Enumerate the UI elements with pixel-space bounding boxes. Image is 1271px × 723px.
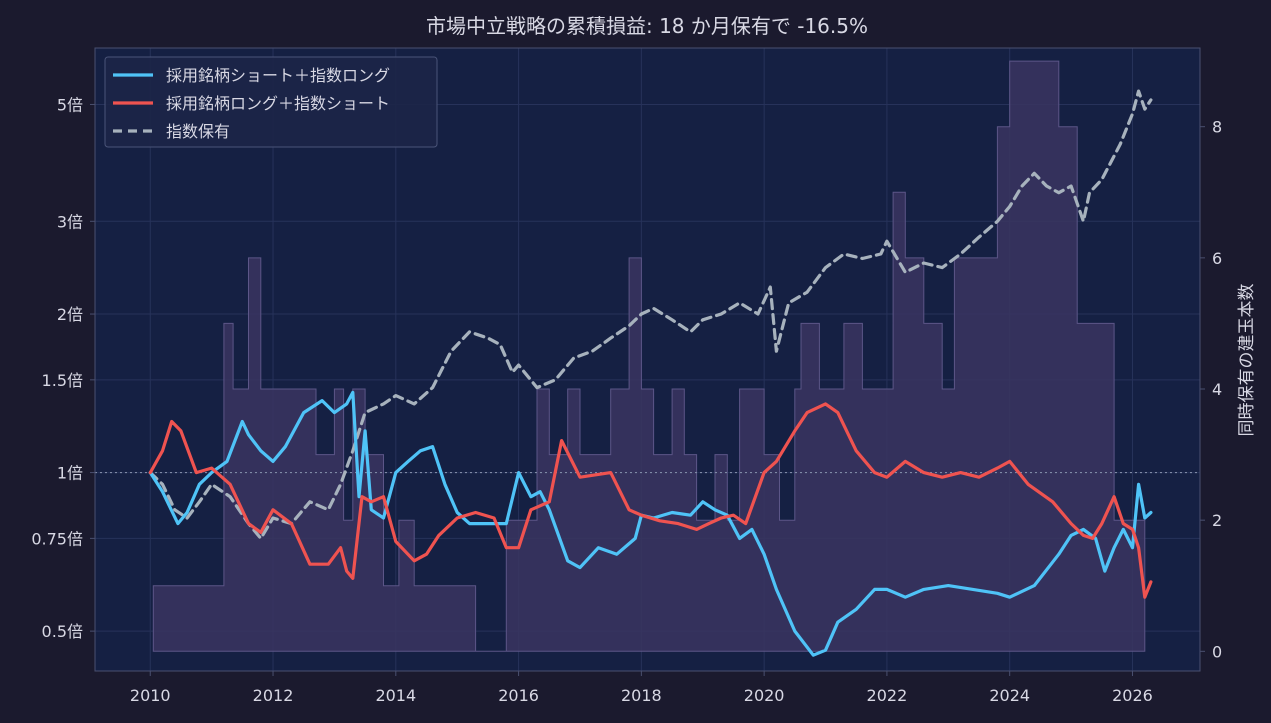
plot-frame — [94, 47, 1201, 672]
x-tick-label: 2024 — [989, 686, 1030, 705]
y2-tick-label: 6 — [1212, 249, 1222, 268]
y2-tick-label: 2 — [1212, 511, 1222, 530]
x-tick-label: 2012 — [253, 686, 294, 705]
holdings-area — [152, 60, 1146, 652]
y-tick-label: 5倍 — [57, 95, 83, 114]
x-tick-label: 2022 — [867, 686, 908, 705]
legend-label: 指数保有 — [166, 122, 230, 141]
chart-title: 市場中立戦略の累積損益: 18 か月保有で -16.5% — [426, 14, 868, 38]
y-tick-label: 0.5倍 — [42, 622, 83, 641]
legend-box — [104, 56, 438, 148]
x-tick-label: 2010 — [130, 686, 171, 705]
y-axis-right: 0 2 4 6 8 — [1200, 118, 1222, 661]
y2-tick-label: 4 — [1212, 380, 1222, 399]
y2-tick-label: 8 — [1212, 118, 1222, 137]
y2-tick-label: 0 — [1212, 642, 1222, 661]
series-layer — [148, 89, 1153, 657]
y-tick-label: 2倍 — [57, 305, 83, 324]
legend-label: 採用銘柄ショート＋指数ロング — [166, 66, 390, 85]
y-tick-label: 1.5倍 — [42, 371, 83, 390]
x-tick-label: 2026 — [1112, 686, 1153, 705]
x-axis: 2010 2012 2014 2016 2018 2020 2022 2024 2026 — [130, 671, 1153, 705]
y-tick-label: 1倍 — [57, 464, 83, 483]
legend-label: 採用銘柄ロング＋指数ショート — [166, 94, 390, 113]
x-tick-label: 2018 — [621, 686, 662, 705]
series-line-1 — [148, 402, 1153, 599]
y-tick-label: 0.75倍 — [31, 529, 83, 548]
y-axis-left: 0.5倍 0.75倍 1倍 1.5倍 2倍 3倍 5倍 — [31, 95, 95, 641]
series-line-2 — [148, 89, 1153, 541]
holdings-step-area — [152, 60, 1146, 652]
x-tick-label: 2020 — [744, 686, 785, 705]
series-line-0 — [148, 390, 1153, 657]
x-tick-label: 2016 — [498, 686, 539, 705]
y-tick-label: 3倍 — [57, 212, 83, 231]
x-tick-label: 2014 — [375, 686, 416, 705]
y2-axis-label: 同時保有の建玉本数 — [1237, 284, 1257, 437]
